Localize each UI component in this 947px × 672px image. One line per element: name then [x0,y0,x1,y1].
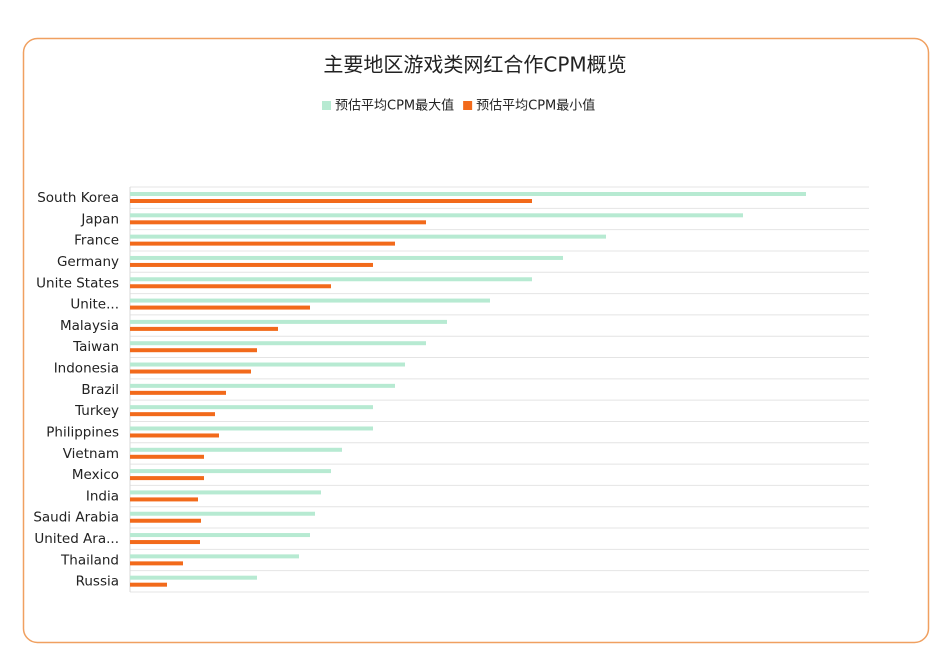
y-tick-label: Mexico [72,467,119,483]
bar [130,561,183,566]
y-tick-label: India [86,488,119,504]
bar [130,518,201,523]
bar [130,192,806,196]
y-tick-label: Unite States [36,275,119,291]
y-tick-label: United Ara... [34,531,119,547]
y-tick-label: Thailand [60,552,119,568]
bar [130,298,490,303]
legend-label: 预估平均CPM最小值 [476,98,595,114]
bar [130,575,257,580]
bar [130,277,532,282]
bar [130,554,299,559]
bar [130,426,373,431]
bar [130,262,373,267]
y-tick-label: Unite... [70,297,119,313]
bar [130,241,395,246]
bar [130,383,395,388]
bar [130,255,563,260]
frame [22,37,930,644]
bar [130,199,532,203]
bar [130,433,219,438]
y-tick-label: South Korea [37,190,119,206]
y-tick-label: Malaysia [60,318,119,334]
bar [130,469,331,474]
bar [130,284,331,289]
y-tick-label: France [74,233,119,249]
bar [130,405,373,410]
bar [130,533,310,538]
bar [130,305,310,310]
y-tick-label: Japan [80,211,119,227]
bar [130,234,606,239]
bar [130,326,278,331]
y-tick-label: Russia [76,574,119,590]
legend-label: 预估平均CPM最大值 [335,98,454,114]
chart-title: 主要地区游戏类网红合作CPM概览 [323,53,626,77]
bar [130,540,200,545]
bar [130,412,215,417]
bar [130,582,167,587]
y-tick-label: Turkey [74,403,119,419]
y-tick-label: Saudi Arabia [33,510,119,526]
y-tick-label: Philippines [46,424,119,440]
legend-swatch [322,101,331,110]
bar [130,476,204,481]
bar [130,362,405,367]
y-tick-label: Indonesia [54,361,119,377]
bar [130,319,447,324]
bar [130,490,321,495]
bar [130,447,342,452]
y-tick-label: Vietnam [63,446,119,462]
y-tick-label: Germany [57,254,119,270]
y-tick-label: Taiwan [72,339,119,355]
bar [130,454,204,459]
bar [130,511,315,516]
bar [130,213,743,218]
bar [130,220,426,225]
legend-swatch [463,101,473,110]
y-tick-label: Brazil [81,382,119,398]
bar [130,497,198,502]
bar [130,390,226,395]
bar [130,348,257,353]
bar [130,369,251,374]
bar [130,341,426,346]
